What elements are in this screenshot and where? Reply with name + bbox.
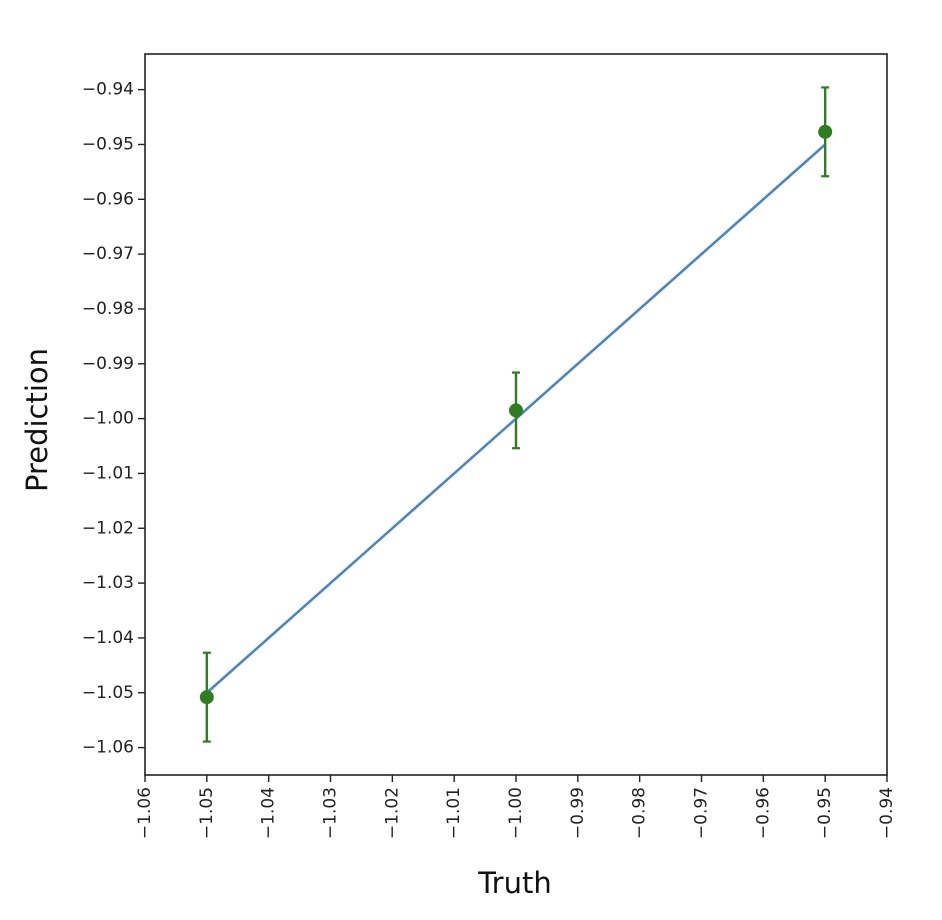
data-point (199, 690, 214, 705)
y-tick-label: −0.97 (82, 244, 134, 264)
x-tick-label: −0.94 (877, 787, 897, 839)
y-tick-label: −0.98 (82, 299, 134, 319)
x-tick-label: −0.97 (692, 787, 712, 839)
y-axis-title: Prediction (20, 348, 54, 492)
y-tick-label: −1.05 (82, 683, 134, 703)
x-axis-title: Truth (477, 866, 552, 900)
x-tick-label: −0.96 (753, 787, 773, 839)
x-tick-label: −1.02 (382, 787, 402, 839)
data-point (509, 403, 523, 418)
x-tick-label: −1.01 (444, 787, 464, 839)
y-tick-label: −0.96 (82, 189, 134, 209)
plot-marks (199, 86, 833, 743)
y-tick-label: −1.02 (82, 518, 134, 538)
x-tick-label: −1.06 (135, 787, 155, 839)
data-point (818, 124, 833, 139)
x-tick-label: −0.98 (630, 787, 650, 839)
y-tick-label: −0.94 (82, 80, 134, 100)
x-tick-label: −1.03 (321, 787, 341, 839)
x-tick-label: −0.99 (568, 787, 588, 839)
y-tick-label: −1.04 (82, 628, 134, 648)
y-axis: −0.94 −0.95 −0.96 −0.97 −0.98 −0.99 −1.00 −1.01… (82, 80, 145, 758)
x-tick-label: −1.00 (506, 787, 526, 839)
x-tick-label: −0.95 (815, 787, 835, 839)
x-axis: −1.06 −1.05 −1.04 −1.03 −1.02 −1.01 −1.00 −0.99… (135, 775, 897, 839)
y-tick-label: −1.00 (82, 409, 134, 429)
y-tick-label: −1.06 (82, 738, 134, 758)
y-tick-label: −1.01 (82, 463, 134, 483)
y-tick-label: −0.99 (82, 354, 134, 374)
y-tick-label: −0.95 (82, 134, 134, 154)
x-tick-label: −1.05 (197, 787, 217, 839)
x-tick-label: −1.04 (259, 787, 279, 839)
y-tick-label: −1.03 (82, 573, 134, 593)
